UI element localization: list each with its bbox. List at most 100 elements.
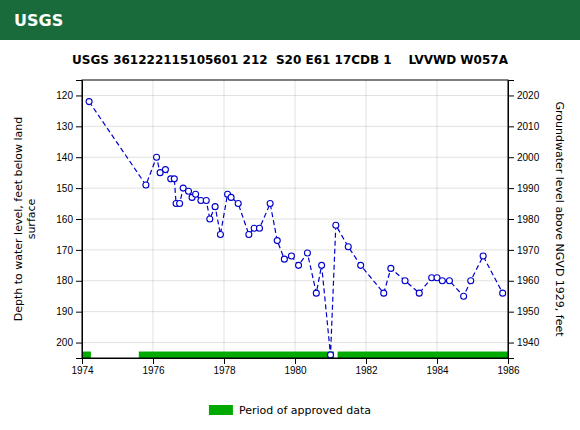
data-point [177, 201, 183, 207]
y2-axis-tick-label: 1940 [517, 337, 540, 348]
data-point [162, 167, 168, 173]
marks [82, 99, 508, 358]
data-point [402, 278, 408, 284]
data-point [246, 231, 252, 237]
y2-axis-tick-mark [508, 312, 514, 313]
data-point [328, 352, 334, 358]
y2-axis-tick-mark [508, 343, 514, 344]
y2-axis-tick-mark [508, 219, 514, 220]
data-point [193, 191, 199, 197]
y2-axis-tick-label: 1980 [517, 214, 540, 225]
y2-axis-tick: 1980 [508, 214, 540, 225]
y-axis-tick: 200 [56, 337, 82, 348]
data-point [439, 278, 445, 284]
data-point [267, 201, 273, 207]
y2-axis: 194019501960197019801990200020102020 [508, 81, 540, 359]
x-axis-tick-label: 1982 [355, 365, 378, 376]
plot-frame [82, 80, 508, 358]
y-axis-tick-mark [76, 343, 82, 344]
data-point [468, 278, 474, 284]
y2-axis-tick-label: 2000 [517, 152, 540, 163]
y2-axis-tick: 1960 [508, 275, 540, 286]
y2-axis-tick: 1990 [508, 183, 540, 194]
data-point [333, 222, 339, 228]
data-point [207, 216, 213, 222]
y-axis-tick-label: 180 [56, 275, 73, 286]
x-axis: 1974197619781980198219841986 [71, 358, 520, 376]
data-point [228, 194, 234, 200]
data-point [358, 262, 364, 268]
x-axis-tick-label: 1974 [71, 365, 94, 376]
x-axis-tick-mark [224, 358, 225, 364]
y-axis-tick-label: 120 [56, 90, 73, 101]
y2-axis-tick-mark [508, 126, 514, 127]
y2-axis-tick: 2010 [508, 121, 540, 132]
plot-area: 1974197619781980198219841986120130140150… [12, 80, 566, 376]
data-point [203, 197, 209, 203]
data-point [313, 290, 319, 296]
legend-label: Period of approved data [239, 404, 371, 417]
chart-title: USGS 361222115105601 212 S20 E61 17CDB 1… [72, 53, 509, 67]
y2-axis-title: Groundwater level above NGVD 1929, feet [553, 101, 566, 337]
data-point [143, 182, 149, 188]
grid-line-y [82, 342, 508, 343]
chart-container: USGS USGS 361222115105601 212 S20 E61 17C… [0, 0, 580, 430]
y2-axis-tick-mark [508, 188, 514, 189]
y-axis-tick-label: 150 [56, 183, 73, 194]
y-axis-tick-mark [76, 312, 82, 313]
y-axis-line [76, 81, 83, 359]
y-axis-tick-label: 130 [56, 121, 73, 132]
y2-axis-tick-mark [508, 250, 514, 251]
data-point [381, 290, 387, 296]
y-axis-tick: 160 [56, 214, 82, 225]
x-axis-tick: 1978 [213, 358, 236, 376]
y-axis-tick: 120 [56, 90, 82, 101]
data-point [86, 99, 92, 105]
y-axis-tick-mark [76, 95, 82, 96]
x-axis-tick-label: 1984 [426, 365, 449, 376]
grid-line-y [82, 249, 508, 250]
y-axis-tick-label: 140 [56, 152, 73, 163]
y-axis-tick: 170 [56, 245, 82, 256]
data-point [217, 231, 223, 237]
y2-axis-tick: 2020 [508, 90, 540, 101]
x-axis-tick: 1980 [284, 358, 307, 376]
x-axis-tick: 1976 [142, 358, 165, 376]
y2-axis-tick-mark [508, 281, 514, 282]
grid-line-y [82, 95, 508, 96]
data-point [304, 250, 310, 256]
y2-axis-tick-label: 2010 [517, 121, 540, 132]
y-axis-title: Depth to water level, feet below landsur… [12, 117, 38, 322]
y2-axis-tick: 1940 [508, 337, 540, 348]
data-point [257, 225, 263, 231]
y-axis-tick-label: 170 [56, 245, 73, 256]
y-axis-tick-mark [76, 250, 82, 251]
header-text: USGS [14, 11, 63, 30]
y2-axis-tick-label: 1990 [517, 183, 540, 194]
data-point [186, 188, 192, 194]
y-axis-title-line: surface [25, 198, 38, 239]
y-axis-tick-mark [76, 157, 82, 158]
data-point [500, 290, 506, 296]
x-axis-tick-label: 1978 [213, 365, 236, 376]
y-axis-tick-label: 190 [56, 306, 73, 317]
grid-line-y [82, 126, 508, 127]
data-point [154, 154, 160, 160]
y-axis-tick: 180 [56, 275, 82, 286]
data-point [274, 238, 280, 244]
data-point [296, 262, 302, 268]
y-axis-tick-mark [76, 126, 82, 127]
y2-axis-tick-label: 2020 [517, 90, 540, 101]
y-axis-tick: 150 [56, 183, 82, 194]
data-point [212, 204, 218, 210]
header-bar [0, 0, 580, 40]
grid-line-y [82, 311, 508, 312]
y-axis-tick: 130 [56, 121, 82, 132]
x-axis-tick-mark [153, 358, 154, 364]
y2-axis-line [509, 81, 515, 359]
data-point [480, 253, 486, 259]
x-axis-tick: 1974 [71, 358, 94, 376]
chart-svg: USGS USGS 361222115105601 212 S20 E61 17C… [0, 0, 580, 430]
data-point [288, 253, 294, 259]
data-point [416, 290, 422, 296]
